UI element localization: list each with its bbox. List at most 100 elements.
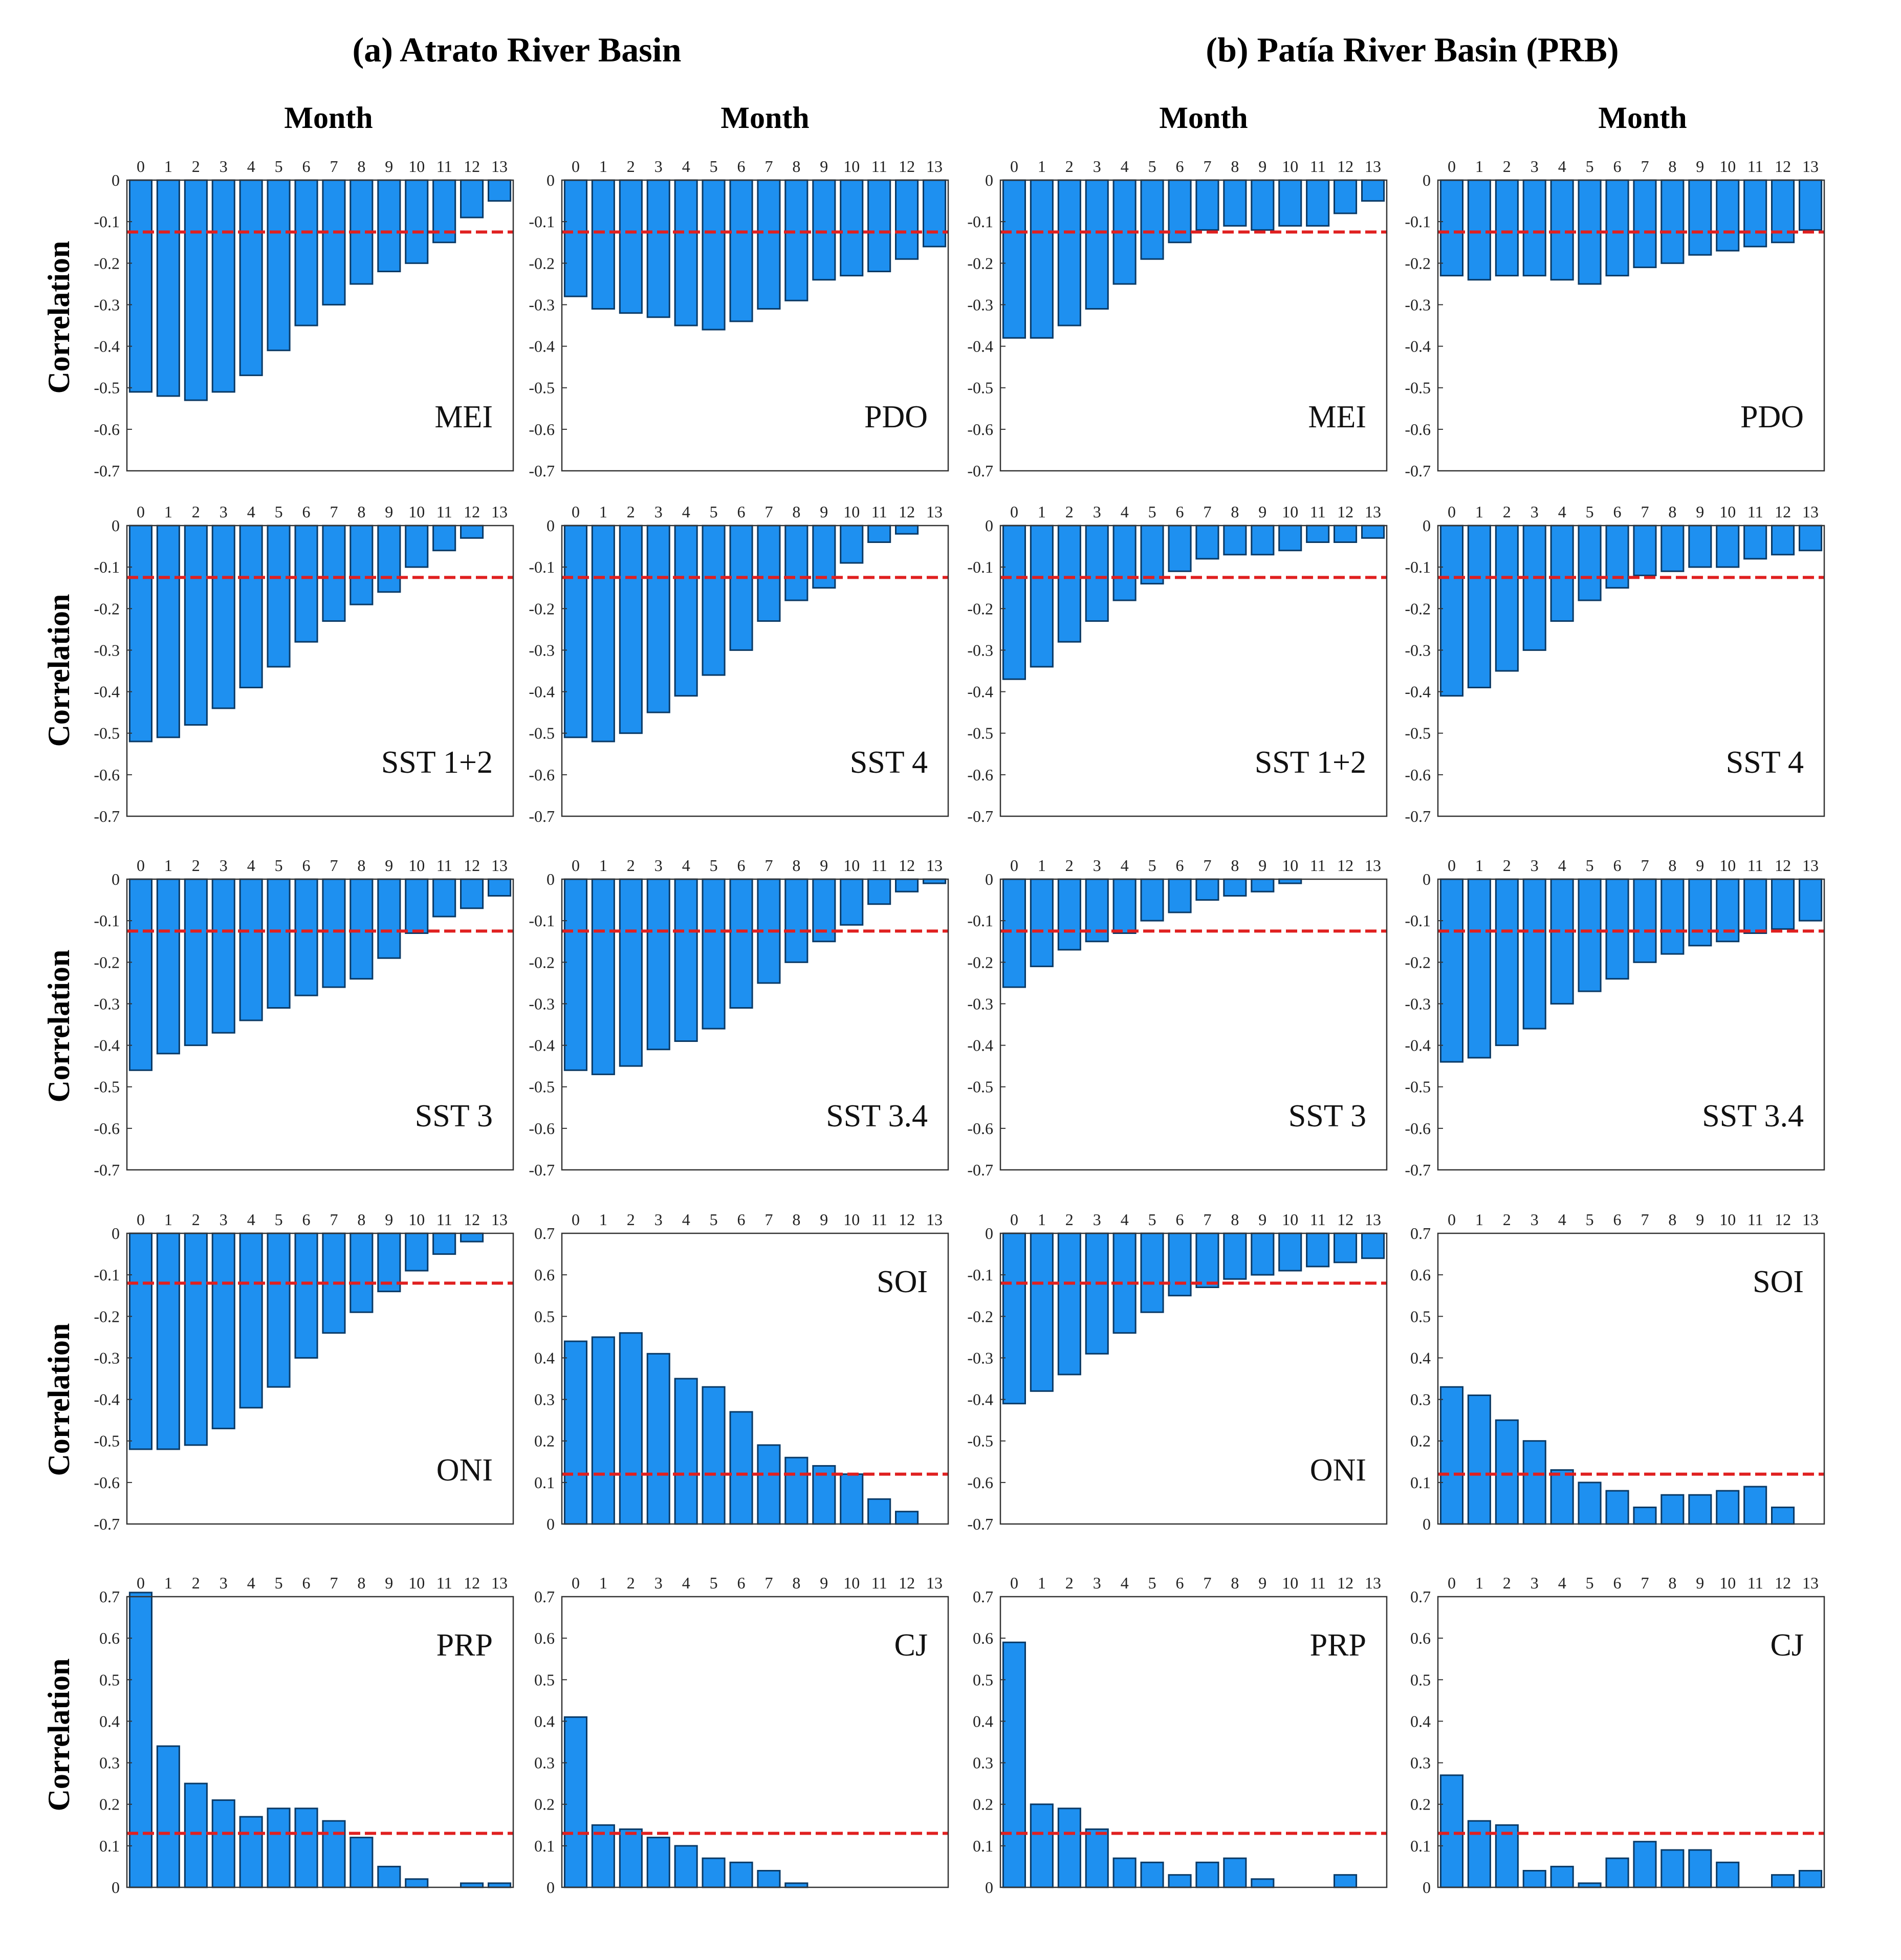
xtick-label: 8 <box>792 1210 800 1229</box>
xtick-label: 0 <box>137 1210 145 1229</box>
xtick-label: 6 <box>737 856 746 875</box>
bar-sst-4-month-8 <box>1660 525 1685 572</box>
ytick-label: 0.7 <box>534 1224 555 1243</box>
xtick-label: 2 <box>1065 157 1074 176</box>
bar-oni-month-4 <box>239 1232 263 1409</box>
axes-frame-soi <box>561 1232 949 1525</box>
xtick-label: 4 <box>1558 157 1566 176</box>
xtick-label: 0 <box>1448 503 1456 521</box>
ytick-label: 0.3 <box>534 1754 555 1772</box>
ytick-label: 0.7 <box>973 1587 993 1606</box>
xtick-label: 2 <box>627 1574 635 1592</box>
ytick-label: -0.1 <box>967 558 993 576</box>
xtick-label: 13 <box>1802 503 1819 521</box>
xtick-label: 12 <box>464 157 480 176</box>
ytick-label: -0.2 <box>529 953 555 971</box>
xtick-label: 1 <box>164 1574 172 1592</box>
xtick-label: 11 <box>1310 503 1326 521</box>
bar-sst-3-month-13 <box>488 878 512 897</box>
bar-mei-month-0 <box>128 179 152 393</box>
xtick-label: 9 <box>1696 1210 1704 1229</box>
xtick-label: 7 <box>1641 1210 1649 1229</box>
xtick-label: 1 <box>1038 157 1046 176</box>
xtick-label: 4 <box>1558 856 1566 875</box>
bar-sst-3-4-month-4 <box>674 878 698 1042</box>
xtick-label: 4 <box>682 503 690 521</box>
bar-sst-4-month-3 <box>646 525 670 713</box>
row-ylabel-4: Correlation <box>42 1323 76 1476</box>
panel-label-prp: PRP <box>436 1628 493 1663</box>
bar-sst-4-month-4 <box>674 525 698 697</box>
xtick-label: 8 <box>1231 1574 1239 1592</box>
bar-sst-4-month-5 <box>1578 525 1602 601</box>
bar-prp-month-9 <box>1251 1878 1275 1888</box>
bar-sst-4-month-6 <box>729 525 753 651</box>
ytick-label: -0.4 <box>967 337 993 356</box>
xtick-label: 3 <box>1093 503 1101 521</box>
xtick-label: 11 <box>1747 856 1763 875</box>
bar-cj-month-6 <box>729 1861 753 1888</box>
xtick-label: 12 <box>464 1574 480 1592</box>
xtick-label: 0 <box>137 503 145 521</box>
xtick-label: 2 <box>1503 157 1511 176</box>
xtick-label: 4 <box>1558 1210 1566 1229</box>
ytick-label: -0.4 <box>94 337 120 356</box>
bar-sst-4-month-10 <box>840 525 864 564</box>
axes-frame-sst-3 <box>126 878 514 1171</box>
bar-soi-month-10 <box>840 1473 864 1525</box>
ytick-label: -0.3 <box>529 295 555 314</box>
panel-label-sst-3-4: SST 3.4 <box>1702 1099 1804 1134</box>
xtick-label: 4 <box>682 157 690 176</box>
bar-soi-month-3 <box>646 1353 670 1525</box>
xtick-label: 11 <box>1310 1210 1326 1229</box>
ytick-label: -0.3 <box>967 295 993 314</box>
bar-sst-3-month-6 <box>1168 878 1192 913</box>
bar-pdo-month-4 <box>1550 179 1574 281</box>
ytick-label: 0.7 <box>1410 1224 1431 1243</box>
bar-pdo-month-7 <box>757 179 781 310</box>
bar-sst-3-4-month-12 <box>895 878 919 892</box>
ytick-label: -0.1 <box>529 911 555 930</box>
ytick-label: -0.6 <box>529 766 555 784</box>
xtick-label: 13 <box>1365 157 1381 176</box>
bar-prp-month-3 <box>211 1799 235 1888</box>
ytick-label: -0.6 <box>529 420 555 439</box>
bar-cj-month-12 <box>1771 1874 1795 1888</box>
ytick-label: -0.6 <box>1405 1119 1431 1138</box>
bar-soi-month-6 <box>1605 1490 1629 1525</box>
bar-pdo-month-4 <box>674 179 698 326</box>
bar-pdo-month-6 <box>729 179 753 322</box>
xtick-label: 7 <box>1641 1574 1649 1592</box>
bar-mei-month-2 <box>184 179 208 401</box>
panel-13-oni: 0-0.1-0.2-0.3-0.4-0.5-0.6-0.70 1 2 3 4 5 6 7 8 9 1… <box>94 1210 514 1533</box>
xtick-label: 13 <box>491 1210 508 1229</box>
axes-frame-oni <box>126 1232 514 1525</box>
panel-7-sst-1-2: 0-0.1-0.2-0.3-0.4-0.5-0.6-0.70 1 2 3 4 5 6 7 8 9 1… <box>967 503 1388 825</box>
xtick-label: 5 <box>275 157 283 176</box>
row-ylabel-3: Correlation <box>42 950 76 1103</box>
panel-label-prp: PRP <box>1310 1628 1366 1663</box>
xtick-label: 2 <box>627 157 635 176</box>
ytick-label: -0.3 <box>94 1348 120 1367</box>
bar-sst-4-month-2 <box>1495 525 1519 672</box>
bar-prp-month-1 <box>156 1745 180 1888</box>
bar-prp-month-8 <box>349 1837 374 1888</box>
xtick-label: 10 <box>408 856 425 875</box>
ytick-label: -0.6 <box>1405 766 1431 784</box>
xtick-label: 5 <box>275 1574 283 1592</box>
bar-sst-3-4-month-6 <box>1605 878 1629 980</box>
ytick-label: -0.4 <box>1405 1036 1431 1055</box>
ytick-label: -0.5 <box>94 1078 120 1096</box>
xtick-label: 3 <box>1531 1210 1539 1229</box>
ytick-label: 0.1 <box>973 1837 993 1855</box>
xtick-label: 5 <box>275 503 283 521</box>
xtick-label: 11 <box>1310 157 1326 176</box>
xtick-label: 3 <box>1531 856 1539 875</box>
xtick-label: 1 <box>1475 1210 1483 1229</box>
bar-cj-month-0 <box>563 1716 588 1888</box>
xtick-label: 6 <box>302 856 311 875</box>
panel-5-sst-1-2: 0-0.1-0.2-0.3-0.4-0.5-0.6-0.70 1 2 3 4 5 6 7 8 9 1… <box>94 503 514 825</box>
bar-pdo-month-10 <box>1716 179 1740 252</box>
xtick-label: 6 <box>302 503 311 521</box>
bar-cj-month-8 <box>1660 1849 1685 1888</box>
